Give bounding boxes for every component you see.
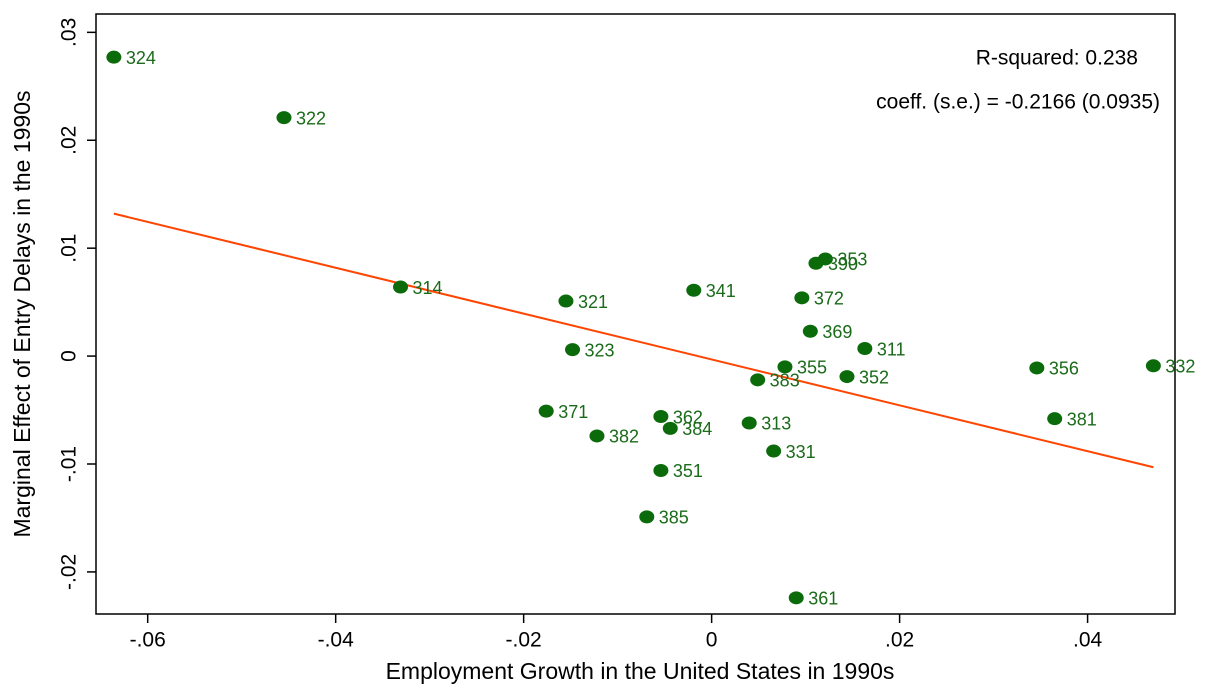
y-tick-label: -.01 bbox=[58, 446, 81, 482]
point-label: 362 bbox=[673, 407, 703, 427]
point-label: 313 bbox=[761, 414, 791, 434]
point-label: 382 bbox=[609, 427, 639, 447]
point-label: 324 bbox=[126, 48, 156, 68]
point bbox=[857, 342, 873, 356]
point bbox=[662, 421, 678, 435]
plot-frame bbox=[95, 13, 1176, 615]
point bbox=[750, 373, 766, 387]
point bbox=[741, 416, 757, 430]
point bbox=[788, 591, 804, 605]
point-label: 385 bbox=[659, 508, 689, 528]
x-axis-title: Employment Growth in the United States i… bbox=[386, 658, 895, 684]
fit-line bbox=[113, 212, 1154, 469]
point-label: 351 bbox=[673, 461, 703, 481]
point bbox=[653, 463, 669, 477]
x-tick-label: -.02 bbox=[506, 629, 542, 652]
point bbox=[639, 510, 655, 524]
point-label: 311 bbox=[877, 339, 906, 359]
point-label: 384 bbox=[682, 419, 712, 439]
y-axis-title: Marginal Effect of Entry Delays in the 1… bbox=[9, 90, 35, 537]
point bbox=[839, 370, 855, 384]
point-label: 331 bbox=[786, 442, 816, 462]
point-label: 355 bbox=[797, 358, 827, 378]
y-tick-label: .01 bbox=[58, 234, 81, 263]
point-label: 361 bbox=[808, 589, 838, 609]
point-label: 356 bbox=[1049, 359, 1079, 379]
point bbox=[558, 294, 574, 308]
x-tick-label: .02 bbox=[885, 629, 914, 652]
point bbox=[393, 280, 409, 294]
x-tick-label: -.06 bbox=[130, 629, 166, 652]
point bbox=[1145, 359, 1161, 373]
point bbox=[808, 256, 824, 270]
y-tick-label: .03 bbox=[58, 18, 81, 47]
point bbox=[276, 111, 292, 125]
point-label: 321 bbox=[578, 292, 608, 312]
point-label: 341 bbox=[706, 281, 736, 301]
point bbox=[777, 360, 793, 374]
x-tick-label: -.04 bbox=[318, 629, 355, 652]
y-tick-label: 0 bbox=[58, 350, 81, 362]
point bbox=[106, 50, 122, 64]
point bbox=[766, 444, 782, 458]
point-label: 369 bbox=[822, 322, 852, 342]
point-label: 372 bbox=[814, 289, 844, 309]
point-label: 383 bbox=[770, 371, 800, 391]
point-label: 390 bbox=[828, 254, 858, 274]
point bbox=[589, 429, 605, 443]
point-label: 353 bbox=[837, 250, 867, 270]
point bbox=[794, 291, 810, 305]
point-label: 322 bbox=[296, 108, 326, 128]
point bbox=[1029, 361, 1045, 375]
y-tick-label: -.02 bbox=[58, 554, 81, 590]
point bbox=[538, 404, 554, 418]
annotation: coeff. (s.e.) = -0.2166 (0.0935) bbox=[876, 91, 1160, 114]
x-tick-label: .04 bbox=[1073, 629, 1103, 652]
point-label: 381 bbox=[1067, 409, 1097, 429]
point bbox=[686, 283, 702, 297]
point bbox=[802, 324, 818, 338]
point bbox=[565, 343, 581, 357]
annotation: R-squared: 0.238 bbox=[976, 47, 1138, 70]
point-label: 371 bbox=[558, 402, 588, 422]
point-label: 323 bbox=[585, 340, 615, 360]
x-tick-label: 0 bbox=[706, 629, 718, 652]
y-tick-label: .02 bbox=[58, 126, 81, 155]
point bbox=[1047, 412, 1063, 426]
point bbox=[653, 410, 669, 424]
point-label: 332 bbox=[1165, 357, 1195, 377]
point-label: 314 bbox=[413, 278, 443, 298]
point-label: 352 bbox=[859, 367, 889, 387]
